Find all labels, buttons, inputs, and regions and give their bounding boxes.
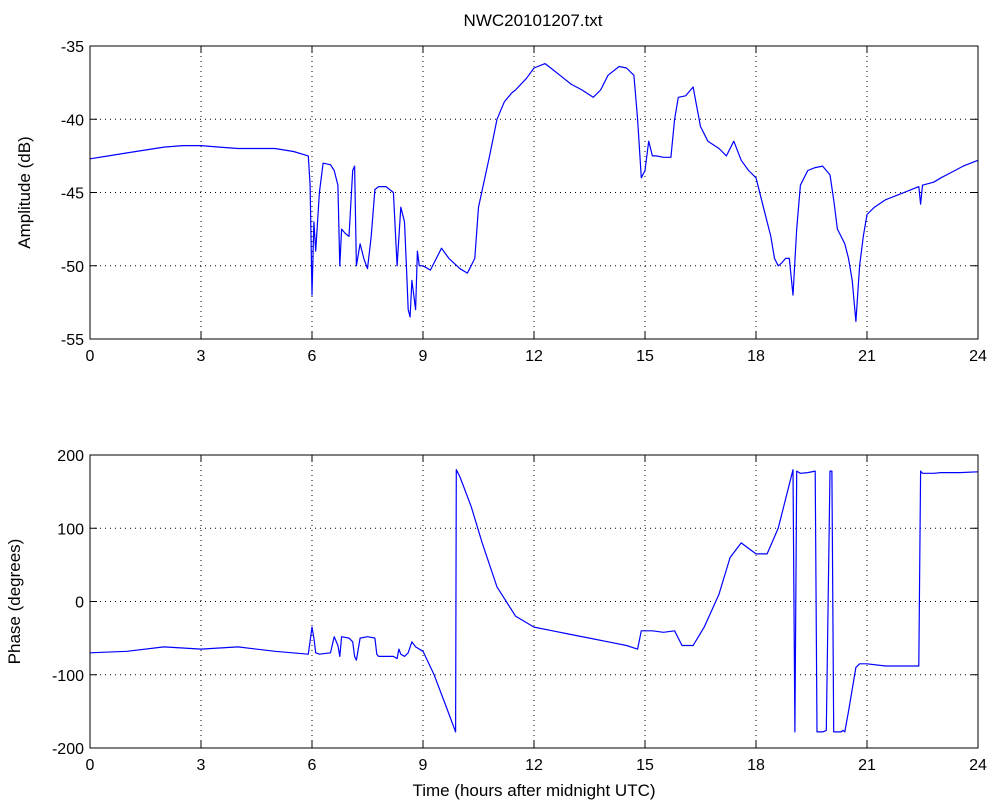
- phase-xtick-label: 6: [308, 757, 317, 774]
- phase-xlabel: Time (hours after midnight UTC): [412, 781, 655, 800]
- phase-xtick-label: 24: [969, 757, 987, 774]
- phase-xtick-label: 12: [525, 757, 543, 774]
- phase-xtick-label: 9: [419, 757, 428, 774]
- phase-xtick-label: 3: [197, 757, 206, 774]
- phase-ytick-label: -200: [52, 741, 84, 758]
- phase-xtick-label: 18: [747, 757, 765, 774]
- amplitude-series-line: [89, 63, 979, 322]
- phase-xtick-label: 0: [86, 757, 95, 774]
- amplitude-ytick-label: -50: [61, 259, 84, 276]
- phase-ylabel: Phase (degrees): [5, 539, 24, 665]
- phase-ytick-label: -100: [52, 668, 84, 685]
- amplitude-xtick-label: 18: [747, 348, 765, 365]
- amplitude-xtick-label: 3: [197, 348, 206, 365]
- phase-xtick-label: 15: [636, 757, 654, 774]
- phase-plot: 0 3 6 9 12 15 18 21 24 -200 -100 0 100 200 Phase (degr…: [5, 448, 987, 800]
- amplitude-xtick-label: 21: [858, 348, 876, 365]
- phase-xtick-label: 21: [858, 757, 876, 774]
- amplitude-xtick-label: 15: [636, 348, 654, 365]
- amplitude-xtick-label: 24: [969, 348, 987, 365]
- amplitude-ytick-label: -40: [61, 112, 84, 129]
- phase-ytick-label: 200: [57, 448, 84, 465]
- amplitude-ytick-label: -45: [61, 186, 84, 203]
- figure-title: NWC20101207.txt: [464, 11, 603, 30]
- phase-ytick-label: 0: [75, 595, 84, 612]
- amplitude-ytick-label: -35: [61, 39, 84, 56]
- amplitude-xtick-label: 6: [308, 348, 317, 365]
- phase-ytick-label: 100: [57, 521, 84, 538]
- amplitude-plot: 0 3 6 9 12 15 18 21 24 -55 -50 -45 -40 -35 Amplitude (…: [15, 39, 987, 365]
- amplitude-xtick-label: 12: [525, 348, 543, 365]
- amplitude-xtick-label: 0: [86, 348, 95, 365]
- amplitude-xtick-label: 9: [419, 348, 428, 365]
- amplitude-ytick-label: -55: [61, 332, 84, 349]
- phase-series-line: [89, 469, 979, 733]
- amplitude-ylabel: Amplitude (dB): [15, 136, 34, 248]
